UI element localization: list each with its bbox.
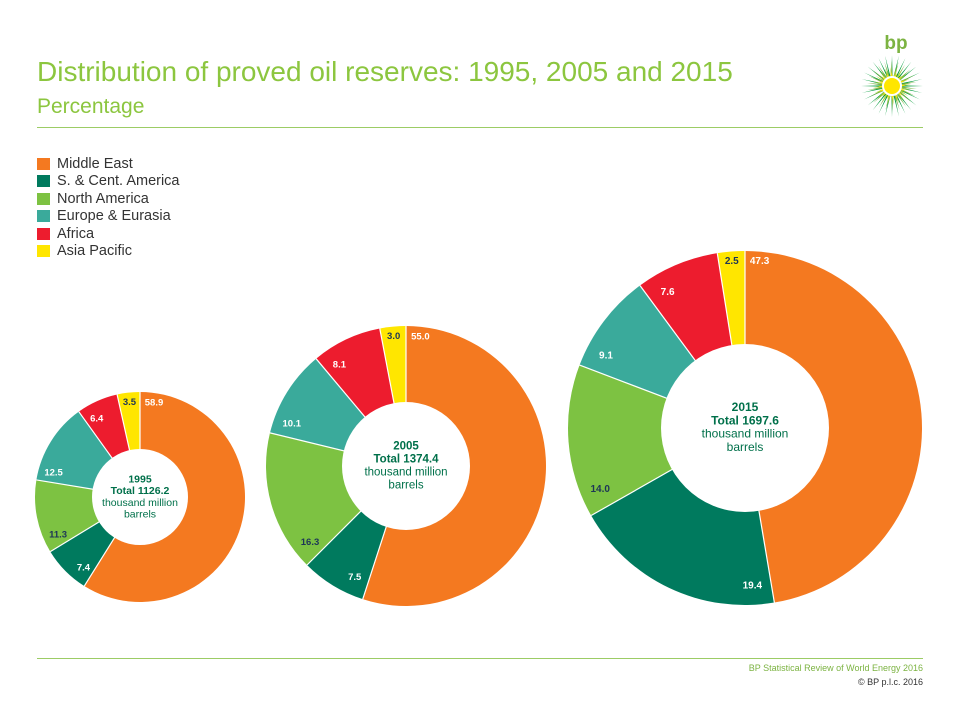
slice-value-label: 47.3	[750, 256, 770, 267]
legend-label: Europe & Eurasia	[57, 208, 171, 225]
slice-value-label: 2.5	[725, 256, 739, 267]
chart-subtitle: Percentage	[37, 95, 145, 118]
donut-total-label: Total 1697.6	[711, 413, 779, 427]
helios-ray	[878, 91, 890, 114]
donut-hole	[342, 402, 470, 530]
donut-year-label: 2015	[732, 400, 759, 414]
footer-copyright: © BP p.l.c. 2016	[857, 677, 923, 687]
bp-helios-icon: bp	[861, 33, 923, 117]
donut-unit-label: barrels	[124, 509, 156, 521]
bp-logo: bp	[856, 30, 936, 120]
donut-unit-label: thousand million	[702, 427, 789, 441]
bp-logo-text: bp	[884, 33, 907, 54]
slice-value-label: 9.1	[599, 351, 613, 362]
legend-label: Africa	[57, 225, 95, 242]
legend-swatch	[37, 245, 50, 258]
legend-label: North America	[57, 190, 149, 207]
legend-swatch	[37, 227, 50, 240]
helios-ray	[895, 61, 912, 81]
footer-divider	[37, 658, 923, 659]
helios-ray	[878, 65, 889, 81]
helios-ray	[898, 85, 917, 89]
donut-slice	[567, 365, 745, 516]
donut-hole	[661, 344, 829, 512]
legend-item: Africa	[37, 225, 180, 243]
slice-value-label: 55.0	[411, 331, 430, 342]
legend-label: Middle East	[57, 155, 133, 172]
donut-total-label: Total 1374.4	[374, 454, 440, 466]
chart-title: Distribution of proved oil reserves: 199…	[37, 56, 733, 87]
helios-ray	[892, 55, 899, 80]
helios-ray	[896, 89, 912, 102]
legend-item: Middle East	[37, 155, 180, 173]
legend-swatch	[37, 192, 50, 205]
legend-item: North America	[37, 190, 180, 208]
slice-value-label: 7.4	[77, 563, 91, 574]
footer-source: BP Statistical Review of World Energy 20…	[748, 663, 923, 673]
helios-ray	[872, 91, 889, 111]
legend-item: Europe & Eurasia	[37, 208, 180, 226]
helios-ray	[867, 83, 886, 87]
slice-value-label: 8.1	[333, 359, 347, 370]
helios-ray	[885, 92, 892, 117]
slice-value-label: 3.5	[123, 397, 137, 408]
chart-legend: Middle East S. & Cent. America North Ameri…	[37, 155, 180, 260]
donut-unit-label: barrels	[727, 440, 764, 454]
donut-year-label: 2005	[393, 441, 419, 453]
helios-ray	[894, 58, 906, 81]
helios-ray	[893, 92, 900, 110]
helios-ray	[872, 70, 888, 83]
helios-ray	[895, 91, 906, 107]
legend-label: S. & Cent. America	[57, 173, 180, 190]
slice-value-label: 16.3	[301, 537, 320, 548]
slice-value-label: 6.4	[90, 414, 104, 425]
header-divider	[37, 127, 923, 128]
helios-ray	[885, 55, 892, 80]
helios-rays	[861, 55, 923, 117]
helios-ray	[892, 92, 899, 117]
donut-year-label: 1995	[128, 473, 152, 485]
slice-value-label: 12.5	[44, 467, 63, 478]
slice-value-label: 10.1	[283, 419, 302, 430]
legend-swatch	[37, 175, 50, 188]
helios-ray	[884, 62, 891, 80]
legend-label: Asia Pacific	[57, 243, 132, 260]
legend-swatch	[37, 210, 50, 223]
legend-item: Asia Pacific	[37, 243, 180, 261]
donut-total-label: Total 1126.2	[111, 485, 170, 497]
slice-value-label: 14.0	[590, 484, 610, 495]
helios-ray	[861, 79, 886, 86]
legend-item: S. & Cent. America	[37, 173, 180, 191]
slice-value-label: 7.6	[661, 287, 675, 298]
helios-ray	[898, 86, 923, 93]
donut-unit-label: barrels	[388, 479, 423, 491]
slice-value-label: 19.4	[743, 580, 763, 591]
donut-slice	[745, 251, 922, 603]
slice-value-label: 3.0	[387, 331, 400, 342]
slice-value-label: 58.9	[145, 398, 164, 409]
donut-unit-label: thousand million	[102, 497, 178, 509]
slice-value-label: 11.3	[49, 530, 67, 541]
legend-swatch	[37, 157, 50, 170]
donut-unit-label: thousand million	[364, 466, 447, 478]
slice-value-label: 7.5	[348, 572, 362, 583]
donut-hole	[92, 449, 188, 545]
